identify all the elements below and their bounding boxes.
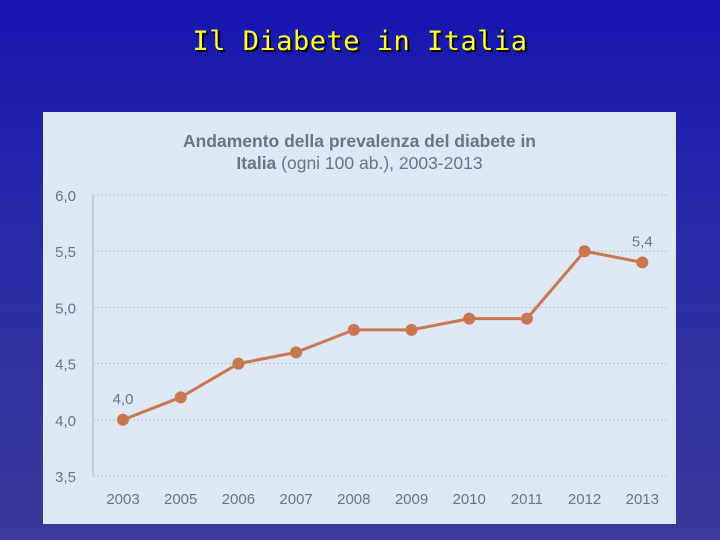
slide-title: Il Diabete in Italia — [192, 26, 528, 57]
y-tick-label: 4,0 — [55, 413, 76, 430]
data-point — [405, 323, 418, 336]
x-tick-label: 2009 — [395, 491, 428, 508]
x-tick-label: 2007 — [279, 491, 312, 508]
x-tick-label: 2010 — [453, 491, 486, 508]
y-tick-label: 5,0 — [55, 300, 76, 317]
x-tick-label: 2003 — [106, 491, 139, 508]
chart-title-line1: Andamento della prevalenza del diabete i… — [182, 131, 536, 151]
line-chart: 3,5 4,0 4,5 5,0 5,5 6,0 2003 2005 2006 2007 2008 20… — [55, 188, 668, 508]
x-tick-label: 2012 — [568, 491, 601, 508]
chart-title: Andamento della prevalenza del diabete i… — [43, 130, 676, 174]
x-tick-label: 2008 — [337, 491, 370, 508]
y-tick-label: 4,5 — [55, 357, 76, 374]
data-point — [347, 323, 360, 336]
data-point — [290, 346, 303, 359]
data-point — [578, 245, 591, 258]
data-label: 4,0 — [113, 391, 134, 408]
data-point — [636, 256, 649, 269]
data-point — [520, 312, 533, 325]
x-tick-label: 2005 — [164, 491, 197, 508]
chart-title-line2: (ogni 100 ab.), 2003-2013 — [276, 153, 483, 173]
series-line — [122, 249, 643, 422]
y-tick-label: 5,5 — [55, 244, 76, 261]
y-tick-label: 3,5 — [55, 469, 76, 486]
data-point — [463, 312, 476, 325]
data-label: 5,4 — [632, 233, 653, 250]
data-point — [174, 391, 187, 404]
x-tick-label: 2011 — [511, 491, 543, 508]
chart-panel: Andamento della prevalenza del diabete i… — [43, 112, 676, 524]
x-tick-label: 2013 — [626, 491, 659, 508]
data-point — [117, 413, 129, 426]
y-tick-label: 6,0 — [55, 188, 76, 205]
chart-title-line2-bold: Italia — [236, 153, 277, 173]
data-point — [232, 357, 245, 370]
x-tick-label: 2006 — [222, 491, 255, 508]
